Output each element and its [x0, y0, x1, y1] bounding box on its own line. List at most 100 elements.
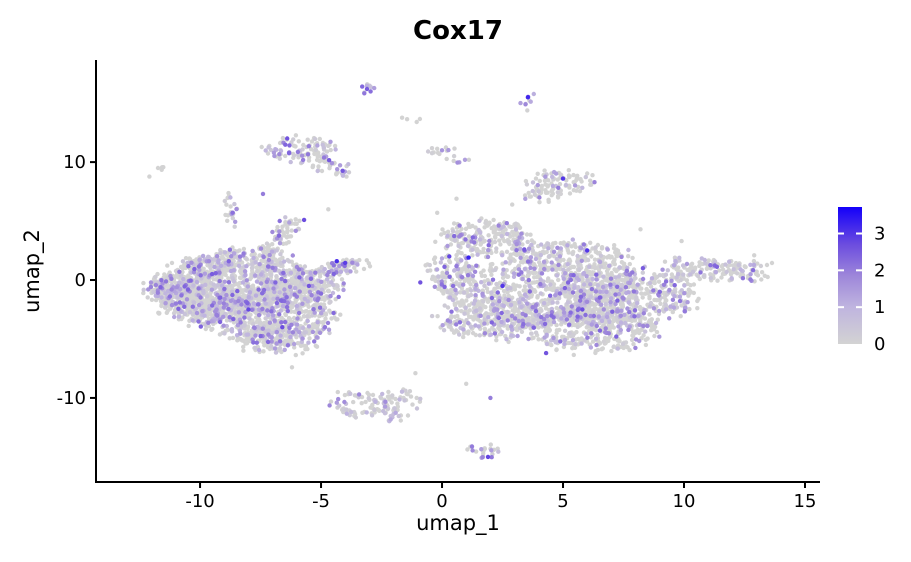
point	[370, 392, 376, 398]
point	[530, 248, 535, 253]
point	[459, 258, 464, 263]
point	[489, 290, 494, 295]
point	[563, 182, 569, 188]
point	[466, 221, 471, 227]
point	[288, 159, 293, 165]
point	[648, 284, 654, 289]
point	[404, 117, 410, 122]
point	[308, 270, 313, 275]
point	[191, 311, 196, 317]
point	[211, 257, 217, 262]
point	[517, 284, 522, 289]
point	[429, 151, 435, 156]
point	[499, 233, 504, 239]
point	[557, 181, 563, 187]
point	[572, 322, 577, 328]
point	[395, 401, 400, 406]
point	[488, 262, 493, 267]
point	[230, 335, 236, 341]
point	[219, 283, 225, 288]
point	[344, 411, 349, 416]
point	[386, 389, 391, 395]
point	[425, 149, 431, 154]
point	[316, 164, 321, 169]
point	[533, 176, 539, 181]
point	[462, 278, 467, 284]
point	[719, 275, 724, 280]
point	[522, 292, 528, 297]
point	[273, 257, 278, 262]
point	[467, 308, 472, 313]
point	[256, 330, 261, 336]
point	[173, 268, 179, 274]
point	[444, 275, 449, 280]
point	[679, 288, 684, 293]
point	[583, 331, 589, 337]
point	[593, 266, 598, 271]
point	[254, 279, 260, 284]
point	[599, 318, 605, 324]
point	[620, 341, 626, 347]
point	[601, 339, 606, 344]
point	[758, 263, 764, 269]
point	[559, 172, 564, 178]
point	[399, 389, 405, 394]
point	[180, 259, 186, 264]
point	[685, 281, 690, 287]
point	[529, 336, 534, 341]
point	[432, 260, 438, 266]
point	[293, 285, 298, 291]
point	[724, 269, 729, 275]
point	[479, 273, 485, 278]
point	[642, 316, 648, 321]
point	[399, 115, 405, 120]
point	[652, 333, 657, 339]
point	[555, 300, 560, 305]
point	[288, 270, 294, 275]
point	[207, 262, 212, 267]
point	[334, 317, 339, 322]
point	[452, 314, 458, 319]
point	[522, 193, 528, 198]
point	[663, 302, 668, 307]
point	[595, 347, 601, 353]
point	[477, 237, 483, 242]
point	[275, 322, 280, 327]
point	[263, 316, 268, 321]
point	[249, 265, 255, 271]
point	[313, 343, 318, 348]
point	[215, 283, 220, 288]
point	[328, 147, 333, 153]
point	[488, 332, 494, 337]
point	[562, 341, 567, 347]
point	[575, 253, 580, 259]
point	[554, 339, 560, 344]
point	[751, 258, 757, 264]
point	[201, 266, 206, 271]
point	[585, 278, 590, 283]
point	[289, 365, 295, 370]
point	[580, 185, 585, 190]
point	[481, 246, 486, 252]
point	[427, 262, 432, 268]
point	[547, 328, 552, 333]
point	[224, 202, 229, 207]
point	[328, 399, 334, 404]
point	[475, 252, 480, 257]
point	[293, 352, 298, 358]
point	[511, 282, 516, 287]
point	[509, 333, 514, 338]
point	[555, 177, 560, 182]
point	[492, 239, 498, 245]
point	[226, 276, 231, 281]
point	[369, 413, 375, 418]
point	[392, 406, 397, 411]
point	[218, 286, 223, 292]
point	[307, 309, 313, 314]
point	[512, 258, 517, 263]
point	[554, 267, 559, 273]
point	[679, 238, 684, 244]
point	[315, 326, 320, 331]
point	[357, 257, 362, 263]
point	[246, 295, 251, 300]
